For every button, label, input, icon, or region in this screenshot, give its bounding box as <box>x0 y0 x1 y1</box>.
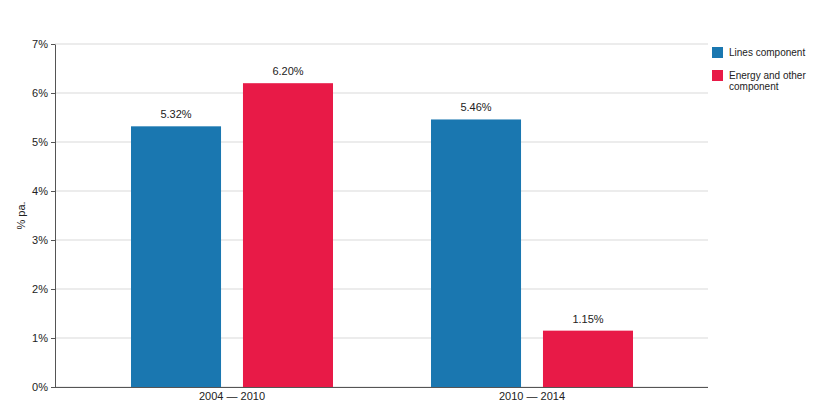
tick: 2010 — 2014 <box>499 387 565 402</box>
legend-label: Energy and othercomponent <box>729 70 806 92</box>
bars <box>131 83 633 387</box>
y-axis: 0% 1% 2% 3% 4% 5% 6% 7% <box>32 38 55 393</box>
data-label: 1.15% <box>572 313 603 325</box>
legend-swatch <box>712 47 723 58</box>
legend-label: Lines component <box>729 47 805 58</box>
tick: 3% <box>32 234 55 246</box>
axis-line <box>55 45 56 388</box>
tick-label: 5% <box>32 136 48 148</box>
legend-swatch <box>712 70 723 81</box>
bar <box>131 126 221 387</box>
tick-mark <box>51 387 55 388</box>
data-label: 6.20% <box>272 65 303 77</box>
data-label: 5.32% <box>160 108 191 120</box>
tick-mark <box>51 289 55 290</box>
legend: Lines component Energy and othercomponent <box>712 47 806 92</box>
tick: 2% <box>32 283 55 295</box>
axis-line <box>55 387 708 388</box>
tick-label: 7% <box>32 38 48 50</box>
tick-mark <box>51 93 55 94</box>
tick-mark <box>51 191 55 192</box>
tick-label: 1% <box>32 332 48 344</box>
tick: 2004 — 2010 <box>199 387 265 402</box>
tick: 7% <box>32 38 55 50</box>
bar <box>243 83 333 387</box>
tick-mark <box>51 240 55 241</box>
tick-label: 6% <box>32 87 48 99</box>
tick-mark <box>51 338 55 339</box>
tick-label: 4% <box>32 185 48 197</box>
tick: 1% <box>32 332 55 344</box>
tick: 0% <box>32 381 55 393</box>
bar <box>543 331 633 387</box>
grid-line <box>55 93 708 94</box>
tick-label: 2004 — 2010 <box>199 390 265 402</box>
tick: 4% <box>32 185 55 197</box>
tick-label: 3% <box>32 234 48 246</box>
tick: 5% <box>32 136 55 148</box>
chart: 5.32% 5.46% 6.20% 1.15% 0% 1% 2% 3% 4% 5% 6% 7% 2004… <box>0 0 840 420</box>
grid-line <box>55 44 708 45</box>
tick-mark <box>51 44 55 45</box>
tick-mark <box>51 142 55 143</box>
data-labels: 5.32% 5.46% 6.20% 1.15% <box>160 65 603 324</box>
tick-label: 2% <box>32 283 48 295</box>
y-axis-title: % pa. <box>15 201 27 229</box>
data-label: 5.46% <box>460 101 491 113</box>
x-axis: 2004 — 2010 2010 — 2014 <box>55 387 708 402</box>
bar <box>431 119 521 387</box>
tick-label: 2010 — 2014 <box>499 390 565 402</box>
grid <box>55 44 708 387</box>
tick-label: 0% <box>32 381 48 393</box>
tick: 6% <box>32 87 55 99</box>
